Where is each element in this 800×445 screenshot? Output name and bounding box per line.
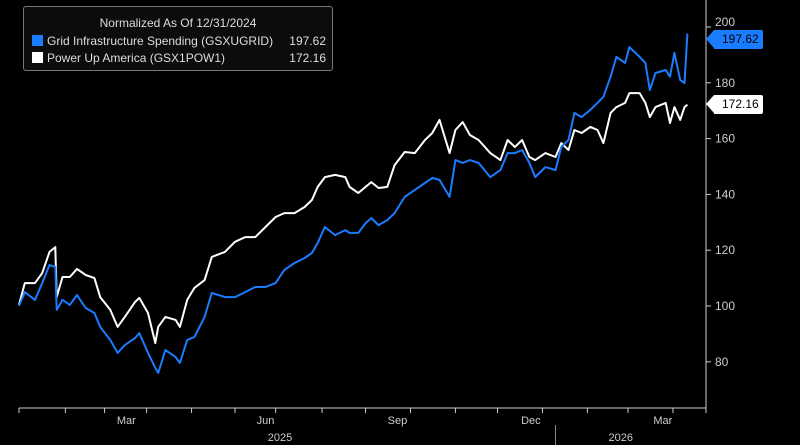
- legend-label: Grid Infrastructure Spending (GSXUGRID): [47, 34, 274, 48]
- legend-swatch-blue: [32, 35, 43, 46]
- x-tick-label: Sep: [388, 415, 408, 427]
- x-tick-label: Mar: [117, 415, 136, 427]
- legend-item-grid: Grid Infrastructure Spending (GSXUGRID) …: [31, 34, 326, 49]
- series-line-power-up-america: [18, 92, 689, 345]
- series-line-grid-infrastructure: [18, 33, 689, 374]
- y-tick-label: 100: [715, 299, 735, 313]
- y-tick-label: 180: [715, 76, 735, 90]
- x-tick-label: Jun: [257, 415, 275, 427]
- x-tick-label: Dec: [521, 415, 541, 427]
- legend-title: Normalized As Of 12/31/2024: [99, 16, 257, 30]
- y-tick-label: 140: [715, 187, 735, 201]
- last-value-tag-power: 172.16: [706, 95, 763, 114]
- legend-value: 172.16: [289, 51, 326, 65]
- legend-value: 197.62: [289, 34, 326, 48]
- legend-label: Power Up America (GSX1POW1): [47, 51, 226, 65]
- y-tick-label: 160: [715, 132, 735, 146]
- legend-swatch-white: [32, 52, 43, 63]
- x-year-label: 2026: [609, 432, 633, 444]
- legend-item-power: Power Up America (GSX1POW1) 172.16: [31, 51, 326, 66]
- x-tick-label: Mar: [653, 415, 672, 427]
- axes: Mar Jun Sep Dec Mar 2025 2026 80 100 120 140 160 180…: [18, 0, 735, 445]
- y-tick-label: 120: [715, 243, 735, 257]
- series-lines: [18, 33, 689, 374]
- last-value-tag-grid: 197.62: [706, 30, 763, 49]
- x-year-label: 2025: [268, 432, 292, 444]
- y-tick-label: 200: [715, 15, 735, 29]
- y-tick-label: 80: [715, 355, 729, 369]
- legend: Normalized As Of 12/31/2024 Grid Infrast…: [23, 6, 333, 71]
